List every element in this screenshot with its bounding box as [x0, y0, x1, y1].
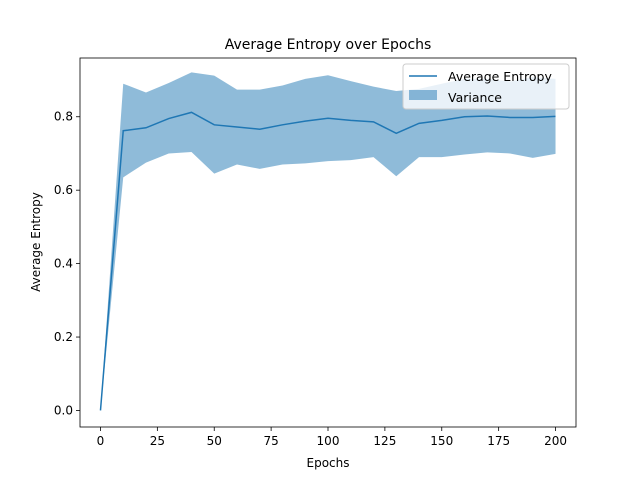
x-tick-label: 75 [263, 434, 278, 448]
x-tick-label: 50 [207, 434, 222, 448]
x-tick-label: 125 [373, 434, 396, 448]
y-tick-label: 0.2 [54, 330, 73, 344]
x-tick-label: 175 [487, 434, 510, 448]
x-tick-label: 0 [97, 434, 105, 448]
legend-label-variance: Variance [448, 90, 502, 105]
x-tick-label: 100 [317, 434, 340, 448]
plot-area [99, 72, 556, 411]
variance-band [100, 72, 556, 411]
chart-title: Average Entropy over Epochs [225, 37, 432, 53]
axes: 0 25 50 75 100 125 150 175 200 0.0 0.2 0.4 0.6 0.8 [54, 57, 577, 448]
x-tick-label: 25 [150, 434, 165, 448]
y-tick-label: 0.8 [54, 110, 73, 124]
y-tick-label: 0.0 [54, 403, 73, 417]
legend: Average Entropy Variance [402, 63, 570, 110]
y-axis-label: Average Entropy [29, 192, 43, 292]
average-entropy-line [99, 111, 556, 411]
legend-label-average-entropy: Average Entropy [448, 69, 552, 84]
y-tick-label: 0.4 [54, 257, 73, 271]
x-tick-label: 200 [544, 434, 567, 448]
y-tick-label: 0.6 [54, 183, 73, 197]
x-tick-label: 150 [430, 434, 453, 448]
legend-band-swatch [409, 90, 437, 100]
x-axis-label: Epochs [307, 456, 350, 470]
legend-frame [402, 63, 570, 110]
